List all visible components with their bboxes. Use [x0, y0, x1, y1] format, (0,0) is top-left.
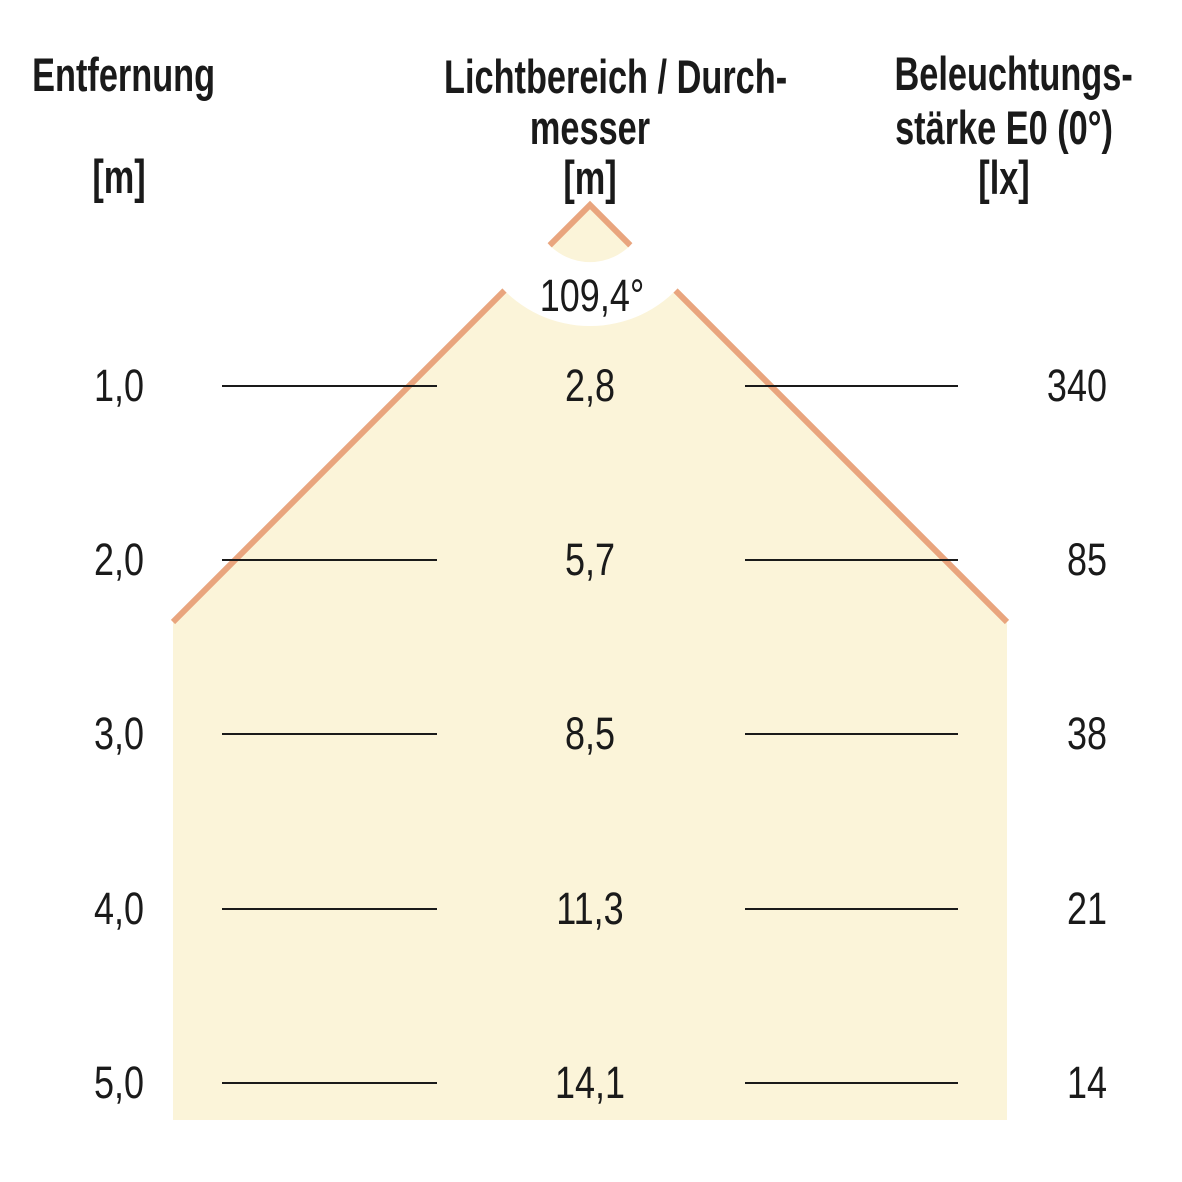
distance-value: 1,0 — [93, 360, 145, 411]
diameter-value: 5,7 — [564, 534, 616, 585]
tick-line-right — [745, 385, 958, 387]
distance-value: 5,0 — [93, 1057, 145, 1108]
beam-angle-arc-band — [497, 241, 683, 327]
header-distance-unit: [m] — [92, 150, 146, 203]
header-distance: Entfernung — [32, 48, 216, 101]
header-illuminance-line2: stärke E0 (0°) — [895, 101, 1113, 154]
beam-angle-value: 109,4° — [539, 270, 645, 321]
tick-line-left — [222, 733, 437, 735]
table-row: 5,0 14,1 14 — [0, 1057, 1182, 1109]
tick-line-left — [222, 385, 437, 387]
tick-line-left — [222, 559, 437, 561]
diameter-value: 2,8 — [564, 360, 616, 411]
distance-value: 2,0 — [93, 534, 145, 585]
diameter-value: 8,5 — [564, 708, 616, 759]
table-row: 2,0 5,7 85 — [0, 534, 1182, 586]
diameter-value: 14,1 — [554, 1057, 626, 1108]
table-row: 4,0 11,3 21 — [0, 883, 1182, 935]
header-diameter-unit: [m] — [563, 151, 617, 204]
illuminance-value: 85 — [1066, 534, 1107, 585]
header-illuminance-line1: Beleuchtungs- — [894, 47, 1133, 100]
tick-line-left — [222, 908, 437, 910]
table-row: 3,0 8,5 38 — [0, 708, 1182, 760]
tick-line-right — [745, 1082, 958, 1084]
header-illuminance-unit: [lx] — [978, 151, 1030, 204]
distance-value: 3,0 — [93, 708, 145, 759]
header-diameter-line1: Lichtbereich / Durch- — [444, 50, 788, 103]
illuminance-value: 14 — [1066, 1057, 1107, 1108]
tick-line-left — [222, 1082, 437, 1084]
distance-value: 4,0 — [93, 883, 145, 934]
tick-line-right — [745, 559, 958, 561]
tick-line-right — [745, 908, 958, 910]
diameter-value: 11,3 — [556, 883, 624, 934]
table-row: 1,0 2,8 340 — [0, 360, 1182, 412]
illuminance-value: 21 — [1066, 883, 1107, 934]
header-diameter-line2: messer — [529, 101, 651, 154]
illuminance-value: 38 — [1066, 708, 1107, 759]
light-cone-edge — [170, 200, 1010, 625]
illuminance-value: 340 — [1046, 360, 1107, 411]
tick-line-right — [745, 733, 958, 735]
light-cone-fill — [173, 205, 1007, 1120]
